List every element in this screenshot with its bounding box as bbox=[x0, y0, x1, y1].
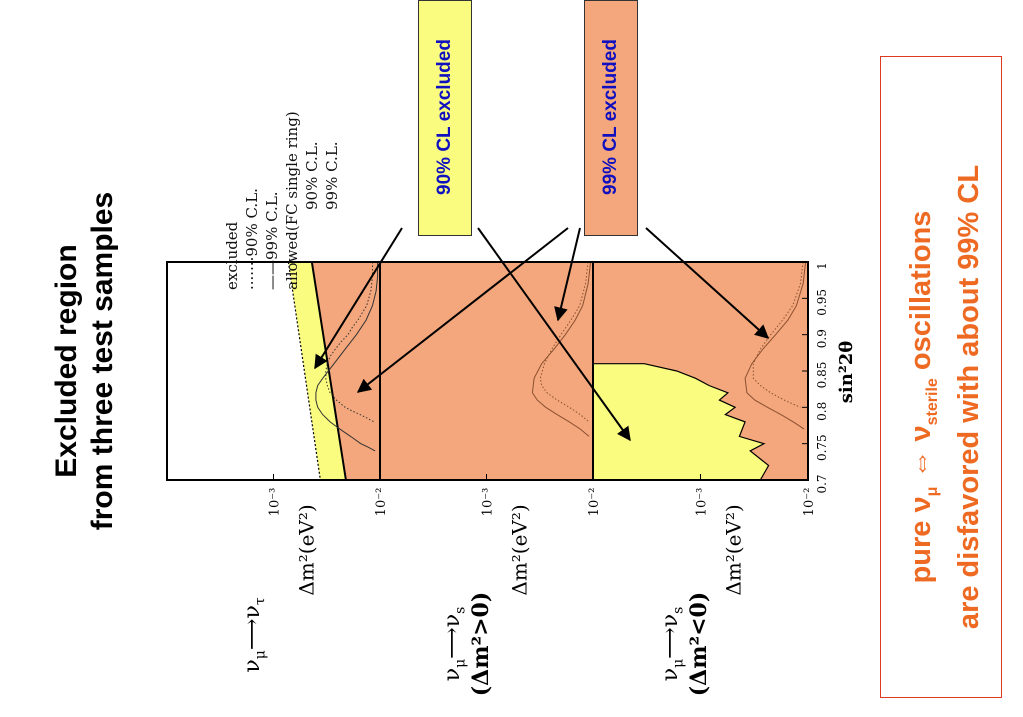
title-line1: Excluded region bbox=[50, 244, 83, 478]
callout-arrow bbox=[554, 227, 581, 322]
panel2-excluded-region bbox=[380, 262, 593, 480]
y-tick-label: 10⁻² bbox=[802, 488, 817, 517]
x-axis-label: sin²2θ bbox=[836, 341, 857, 403]
legend-allowed: allowed(FC single ring) bbox=[283, 111, 301, 290]
panel2-contour-90 bbox=[539, 261, 590, 423]
y-tick-label: 10⁻³ bbox=[481, 488, 496, 517]
panel1-90cl-band bbox=[288, 262, 346, 480]
x-tick-label: 0.75 bbox=[815, 434, 829, 461]
row-label-3: νμ⟶νs (Δm²<0) bbox=[658, 591, 713, 697]
panel1-contour-99 bbox=[315, 262, 379, 452]
row-label-2: νμ⟶νs (Δm²>0) bbox=[440, 591, 495, 697]
panel2-contour-99 bbox=[531, 261, 592, 437]
panel1-excluded-region bbox=[311, 262, 380, 480]
y-axis-label: Δm²(eV²) bbox=[295, 504, 319, 595]
y-axis-label: Δm²(eV²) bbox=[722, 504, 746, 595]
callout-90cl-label: 90% CL excluded bbox=[434, 39, 455, 195]
legend-allowed-99: 99% C.L. bbox=[323, 141, 341, 210]
panel1-90cl-boundary bbox=[287, 261, 321, 481]
x-tick-label: 0.85 bbox=[815, 362, 829, 389]
panel3-allowed-region bbox=[592, 363, 770, 481]
callout-arrow bbox=[356, 227, 569, 393]
callout-arrow bbox=[477, 227, 631, 442]
panel3-contour-99 bbox=[744, 261, 807, 430]
x-tick-label: 0.95 bbox=[815, 289, 829, 316]
legend-90cl: ·······90% C.L. bbox=[243, 188, 261, 290]
legend-99cl: ——99% C.L. bbox=[263, 191, 281, 290]
y-tick-label: 10⁻³ bbox=[268, 488, 283, 517]
conclusion-line1: pure νμ ⇔ νsterile oscillations bbox=[905, 210, 941, 584]
page-title: Excluded region from three test samples bbox=[49, 151, 121, 571]
conclusion-line2: are disfavored with about 99% CL bbox=[952, 164, 985, 630]
legend-allowed-90: 90% C.L. bbox=[303, 141, 321, 210]
callout-99cl: 99% CL excluded bbox=[584, 0, 638, 236]
conclusion-box: pure νμ ⇔ νsterile oscillations are disf… bbox=[880, 56, 1002, 698]
y-tick-label: 10⁻² bbox=[587, 488, 602, 517]
legend-excluded: excluded bbox=[223, 221, 241, 290]
panel3-contour-90 bbox=[752, 261, 804, 408]
callout-90cl: 90% CL excluded bbox=[418, 0, 472, 236]
row-label-1: νμ⟶ντ bbox=[240, 597, 269, 673]
panel1-contour-90 bbox=[325, 262, 375, 423]
y-tick-label: 10⁻³ bbox=[695, 488, 710, 517]
x-tick-label: 0.8 bbox=[815, 402, 829, 421]
legend: excluded ·······90% C.L. ——99% C.L. allo… bbox=[222, 50, 342, 290]
y-axis-label: Δm²(eV²) bbox=[508, 504, 532, 595]
title-line2: from three test samples bbox=[86, 191, 119, 531]
x-tick-label: 1 bbox=[815, 262, 829, 270]
x-tick-label: 0.7 bbox=[815, 474, 829, 493]
callout-arrow bbox=[645, 227, 770, 339]
callout-99cl-label: 99% CL excluded bbox=[600, 39, 621, 195]
callout-arrow bbox=[314, 227, 403, 370]
conclusion-text: pure νμ ⇔ νsterile oscillations are disf… bbox=[903, 77, 985, 717]
x-tick-label: 0.9 bbox=[815, 329, 829, 348]
y-tick-label: 10⁻² bbox=[374, 488, 389, 517]
